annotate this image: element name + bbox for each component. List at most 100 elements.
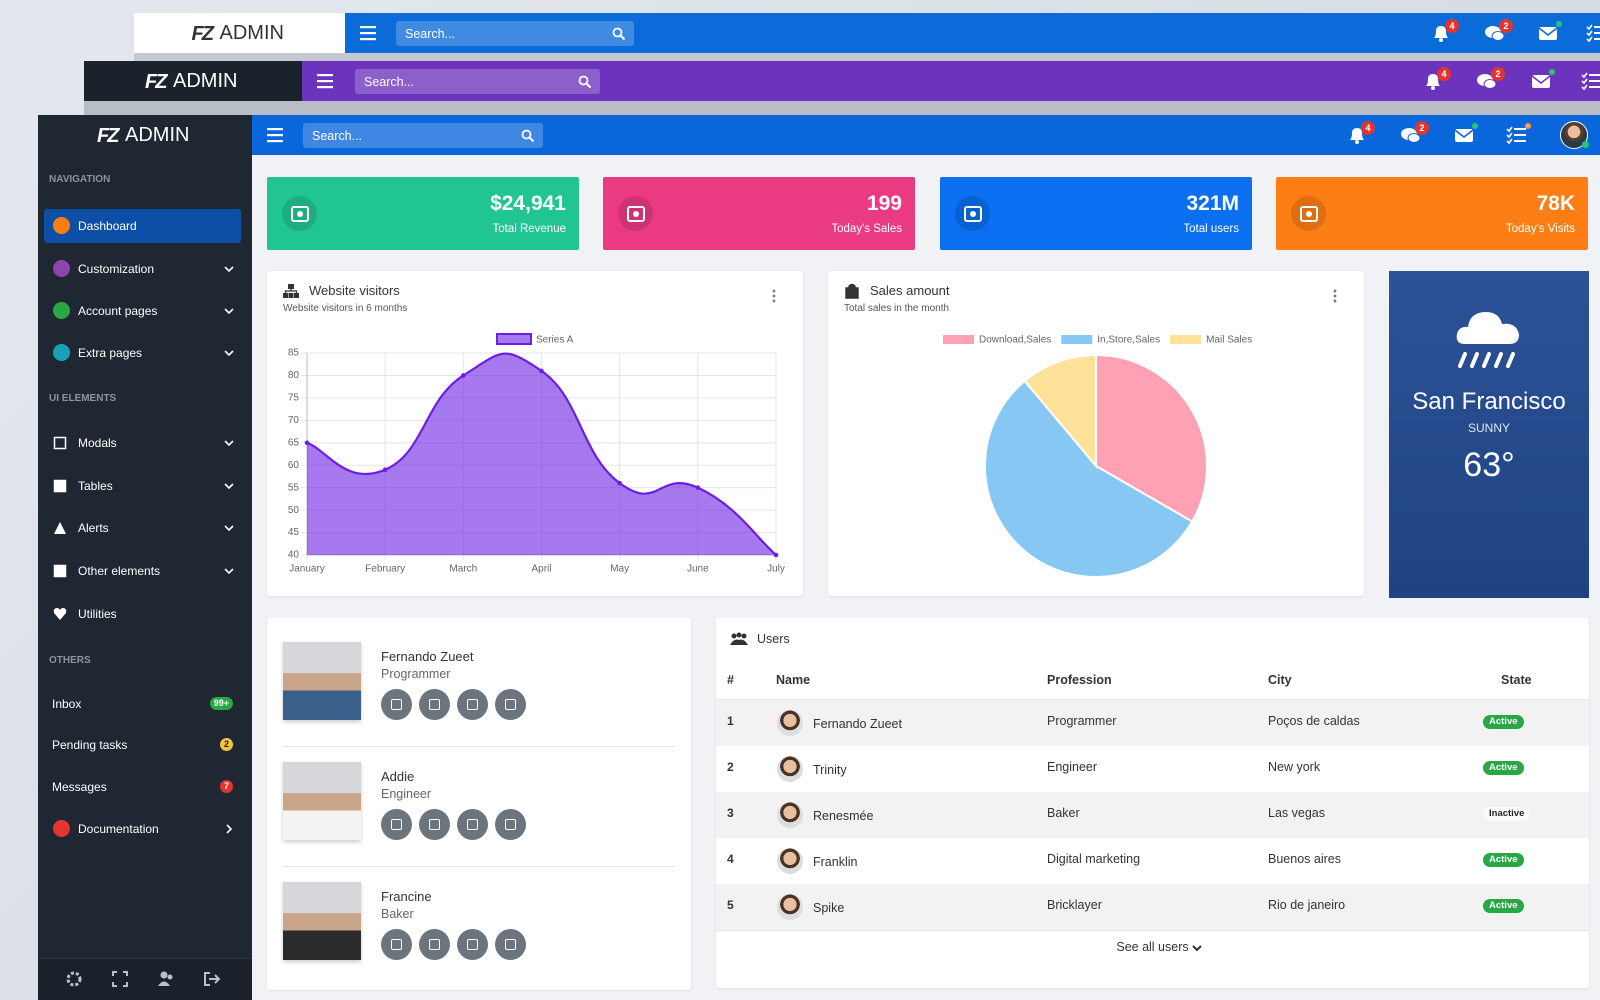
bell-icon[interactable] — [1346, 125, 1368, 145]
instagram-button[interactable] — [457, 809, 488, 840]
item-icon — [53, 344, 70, 361]
glyph — [1300, 206, 1318, 222]
task-line — [1589, 74, 1600, 76]
cell-name: Fernando Zueet — [813, 717, 902, 731]
card-menu[interactable] — [1333, 289, 1337, 303]
status-dot — [1549, 69, 1555, 75]
card-menu[interactable] — [772, 289, 776, 303]
cell-city: Las vegas — [1268, 806, 1325, 820]
notification-badge: 2 — [1499, 19, 1513, 33]
brand-box — [38, 115, 252, 155]
column-header: Profession — [1047, 673, 1112, 687]
state-badge: Active — [1483, 715, 1524, 729]
node — [288, 284, 294, 289]
search-input[interactable]: Search... — [303, 123, 543, 148]
node — [283, 293, 288, 298]
notification-badge: 4 — [1361, 121, 1375, 135]
sidebar-item[interactable]: Alerts — [44, 511, 241, 545]
skype-button[interactable] — [495, 929, 526, 960]
skype-button[interactable] — [495, 809, 526, 840]
facebook-button[interactable] — [381, 689, 412, 720]
sitemap-icon — [283, 284, 299, 298]
profile-name: Fernando Zueet — [381, 649, 474, 664]
cell-name: Renesmée — [813, 809, 874, 823]
task-check — [1581, 72, 1588, 79]
sidebar-section-title: NAVIGATION — [49, 174, 111, 185]
task-check — [1581, 84, 1588, 91]
chevron — [224, 483, 234, 490]
profile-role: Baker — [381, 907, 414, 921]
stat-value: $24,941 — [490, 192, 566, 215]
logout-icon[interactable] — [203, 970, 221, 988]
skype-button[interactable] — [495, 689, 526, 720]
chevron-path — [224, 266, 234, 273]
weather-temperature: 63° — [1463, 446, 1515, 484]
sidebar-item[interactable]: Other elements — [44, 554, 241, 588]
mail-icon[interactable] — [1453, 125, 1475, 145]
mail-icon — [1531, 75, 1551, 88]
column-header: City — [1268, 673, 1292, 687]
sidebar-label: Modals — [78, 436, 117, 450]
point — [695, 485, 701, 490]
point — [617, 480, 622, 486]
sidebar-item[interactable]: Customization — [44, 252, 241, 286]
pie-slice — [984, 379, 1194, 578]
instagram-button[interactable] — [457, 929, 488, 960]
notification-badge: 2 — [1491, 67, 1505, 81]
facebook-button[interactable] — [381, 929, 412, 960]
social-glyph — [467, 819, 478, 830]
instagram-button[interactable] — [457, 689, 488, 720]
profile-photo — [283, 642, 361, 720]
state-badge: Active — [1483, 899, 1524, 913]
table-title: Users — [757, 632, 790, 646]
linkedin-button[interactable] — [419, 929, 450, 960]
search-icon — [612, 27, 626, 41]
sidebar-item[interactable]: Tables — [44, 469, 241, 503]
stat-value: 199 — [866, 192, 902, 215]
divider — [283, 746, 675, 747]
bell-clapper — [1431, 86, 1435, 90]
glyph-dot — [1306, 211, 1312, 217]
linkedin-button[interactable] — [419, 809, 450, 840]
sidebar-item[interactable]: Utilities — [44, 597, 241, 631]
menu-bar — [267, 134, 283, 137]
brand-box — [134, 13, 345, 53]
sidebar-item[interactable]: Modals — [44, 426, 241, 460]
chevron-path — [224, 525, 234, 532]
sidebar-item[interactable]: Documentation — [44, 812, 241, 846]
facebook-button[interactable] — [381, 809, 412, 840]
sidebar-label: Inbox — [52, 697, 82, 711]
tasks-icon[interactable] — [1506, 125, 1528, 145]
settings-icon[interactable] — [65, 970, 83, 988]
glyph — [627, 206, 645, 222]
menu-bar — [317, 80, 333, 83]
menu-toggle[interactable] — [266, 127, 284, 143]
gear — [66, 971, 82, 987]
rain — [1506, 352, 1515, 368]
sidebar-label: Other elements — [78, 564, 161, 578]
see-all-link[interactable]: See all users — [1116, 940, 1189, 954]
sidebar-label: Customization — [78, 262, 155, 276]
sidebar-item[interactable]: Messages 7 — [44, 770, 241, 804]
rain — [1470, 352, 1479, 368]
sidebar-item[interactable]: Inbox 99+ — [44, 687, 241, 721]
sidebar-item[interactable]: Pending tasks 2 — [44, 728, 241, 762]
sidebar-item[interactable]: Dashboard — [44, 209, 241, 243]
node — [294, 293, 299, 298]
chat-icon[interactable] — [1400, 125, 1422, 145]
task-check — [1506, 126, 1513, 133]
stat-glyph — [291, 206, 309, 222]
navbar — [252, 115, 1600, 155]
mail-body — [1539, 27, 1557, 40]
users-card: Users # Name Profession City State 1 Fernando Z… — [716, 618, 1589, 988]
glyph — [291, 206, 309, 222]
fullscreen-icon[interactable] — [111, 970, 129, 988]
profile-role: Programmer — [381, 667, 451, 681]
y-tick-label: 85 — [288, 348, 300, 359]
users-icon[interactable] — [157, 970, 175, 988]
bell-clapper — [1355, 140, 1359, 144]
sidebar-item[interactable]: Extra pages — [44, 336, 241, 370]
linkedin-button[interactable] — [419, 689, 450, 720]
sidebar-item[interactable]: Account pages — [44, 294, 241, 328]
chevron — [224, 568, 234, 575]
